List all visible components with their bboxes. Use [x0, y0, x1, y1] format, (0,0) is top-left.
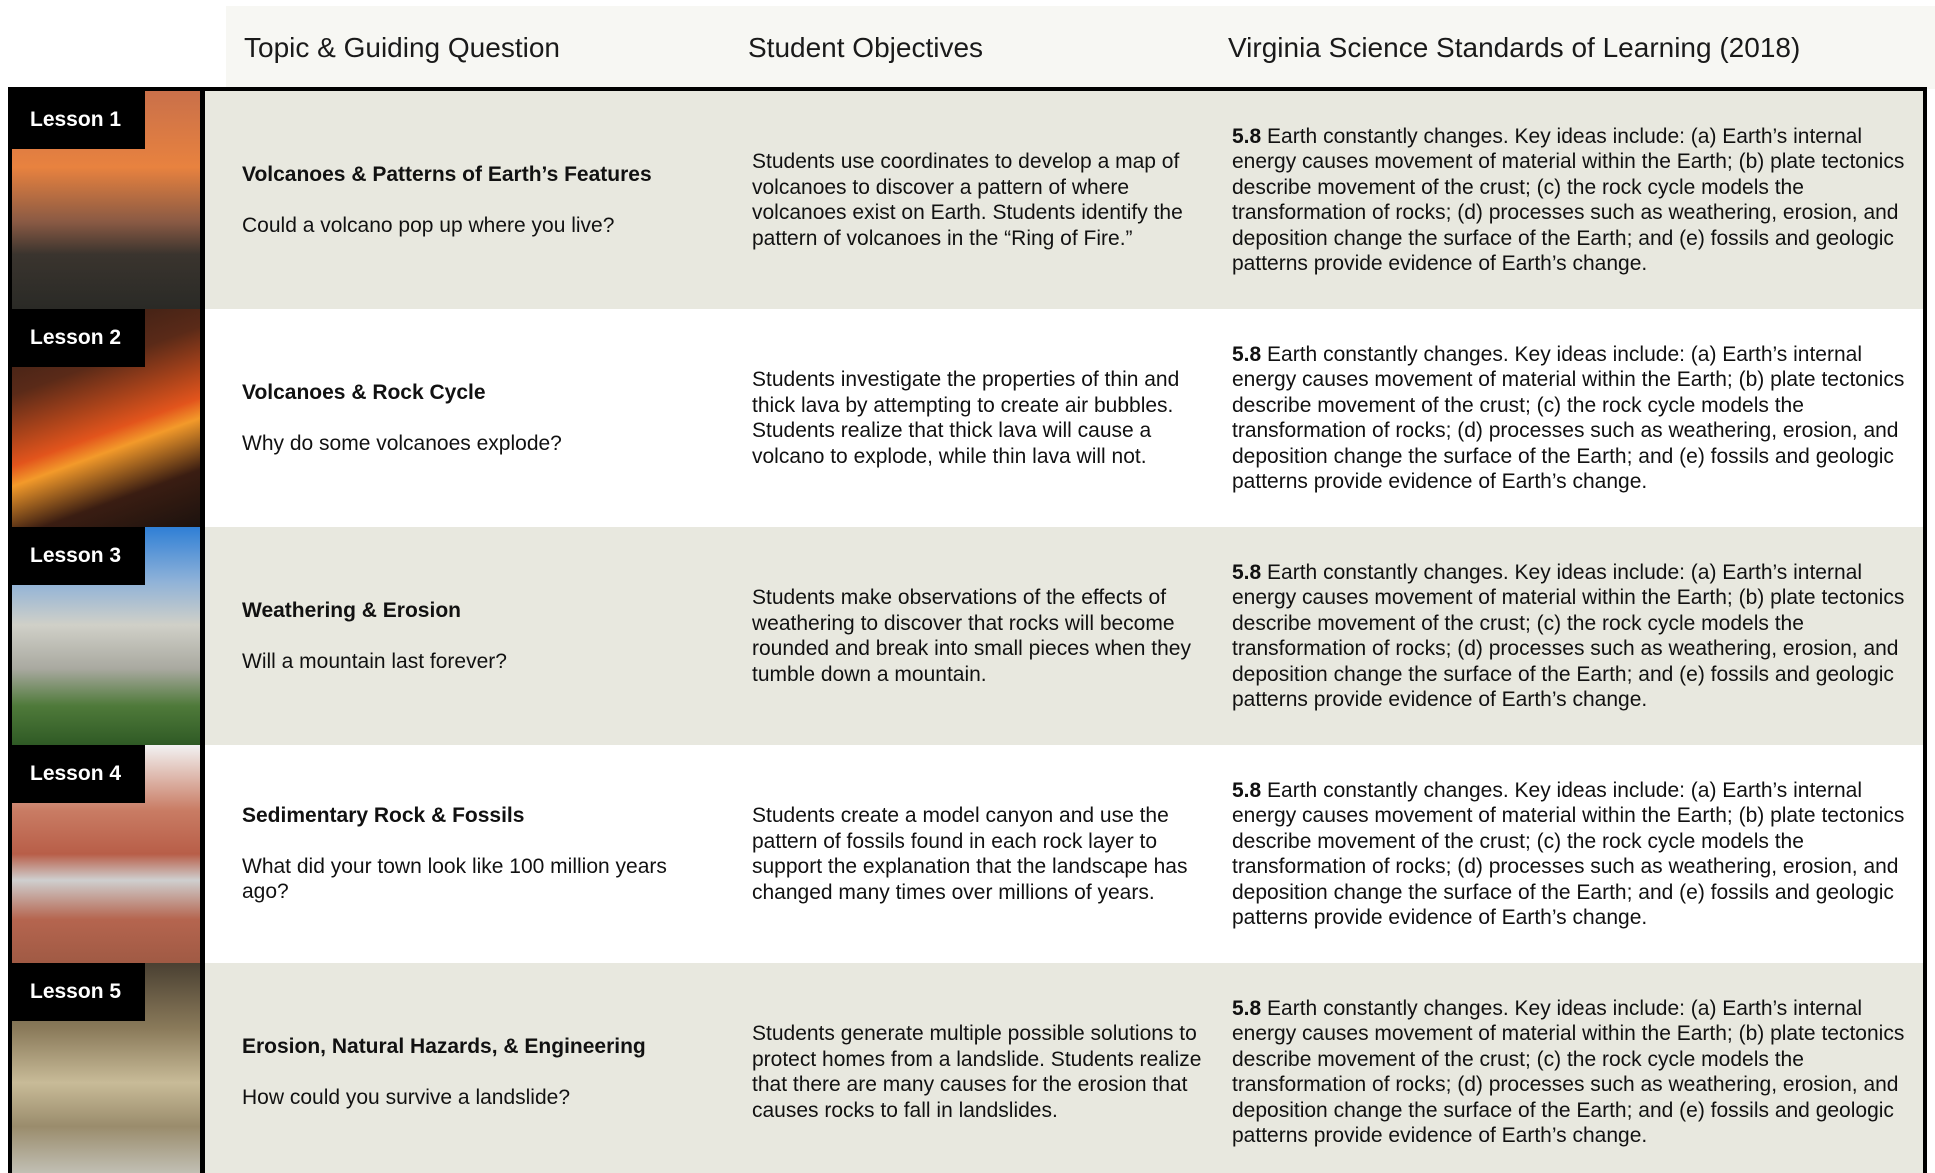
lesson-label: Lesson 5	[12, 963, 145, 1021]
objectives-text: Students generate multiple possible solu…	[752, 1022, 1202, 1122]
standard: 5.8 Earth constantly changes. Key ideas …	[1232, 342, 1922, 495]
standard-code: 5.8	[1232, 996, 1262, 1020]
objectives-cell: Students create a model canyon and use t…	[752, 745, 1207, 963]
lesson-image: Lesson 3	[12, 527, 205, 745]
topic-cell: Erosion, Natural Hazards, & Engineering H…	[242, 963, 712, 1173]
topic-title: Volcanoes & Rock Cycle	[242, 381, 486, 404]
lesson-row: Lesson 3 Weathering & Erosion Will a mount…	[12, 527, 1923, 745]
standards-cell: 5.8 Earth constantly changes. Key ideas …	[1232, 91, 1922, 309]
lesson-row: Lesson 2 Volcanoes & Rock Cycle Why do som…	[12, 309, 1923, 527]
standard: 5.8 Earth constantly changes. Key ideas …	[1232, 124, 1922, 277]
topic-title: Weathering & Erosion	[242, 599, 461, 622]
objectives-text: Students investigate the properties of t…	[752, 368, 1180, 468]
lesson-image: Lesson 2	[12, 309, 205, 527]
lesson-image: Lesson 5	[12, 963, 205, 1173]
guiding-question: Will a mountain last forever?	[242, 649, 507, 673]
topic-title: Volcanoes & Patterns of Earth’s Features	[242, 163, 652, 186]
guiding-question: Could a volcano pop up where you live?	[242, 213, 615, 237]
objectives-text: Students create a model canyon and use t…	[752, 804, 1188, 904]
standard-code: 5.8	[1232, 124, 1262, 148]
standards-cell: 5.8 Earth constantly changes. Key ideas …	[1232, 963, 1922, 1173]
standard: 5.8 Earth constantly changes. Key ideas …	[1232, 778, 1922, 931]
column-header: Virginia Science Standards of Learning (…	[1228, 32, 1801, 63]
lesson-row: Lesson 5 Erosion, Natural Hazards, & Engi…	[12, 963, 1923, 1173]
lesson-label: Lesson 2	[12, 309, 145, 367]
topic-title: Erosion, Natural Hazards, & Engineering	[242, 1035, 646, 1058]
standard: 5.8 Earth constantly changes. Key ideas …	[1232, 560, 1922, 713]
lesson-table: Lesson 1 Volcanoes & Patterns of Earth’s …	[8, 87, 1927, 1173]
column-header: Student Objectives	[748, 32, 984, 63]
objectives-cell: Students use coordinates to develop a ma…	[752, 91, 1207, 309]
topic-title: Sedimentary Rock & Fossils	[242, 804, 525, 828]
column-header: Topic & Guiding Question	[244, 32, 560, 63]
standards-cell: 5.8 Earth constantly changes. Key ideas …	[1232, 527, 1922, 745]
objectives-cell: Students generate multiple possible solu…	[752, 963, 1207, 1173]
objectives-cell: Students investigate the properties of t…	[752, 309, 1207, 527]
lesson-image: Lesson 1	[12, 91, 205, 309]
guiding-question: Why do some volcanoes explode?	[242, 431, 562, 455]
guiding-question: What did your town look like 100 million…	[242, 854, 667, 904]
topic-cell: Sedimentary Rock & Fossils What did your …	[242, 745, 712, 963]
standard-code: 5.8	[1232, 342, 1262, 366]
standard-text: Earth constantly changes. Key ideas incl…	[1232, 778, 1905, 930]
topic-cell: Volcanoes & Rock Cycle Why do some volcan…	[242, 309, 712, 527]
standard: 5.8 Earth constantly changes. Key ideas …	[1232, 996, 1922, 1149]
standard-text: Earth constantly changes. Key ideas incl…	[1232, 342, 1905, 494]
standard-text: Earth constantly changes. Key ideas incl…	[1232, 124, 1905, 276]
lesson-row: Lesson 4 Sedimentary Rock & Fossils What d…	[12, 745, 1923, 963]
objectives-text: Students use coordinates to develop a ma…	[752, 150, 1183, 250]
table-header: Topic & Guiding Question Student Objecti…	[226, 6, 1935, 89]
lesson-label: Lesson 1	[12, 91, 145, 149]
standard-code: 5.8	[1232, 778, 1262, 802]
objectives-cell: Students make observations of the effect…	[752, 527, 1207, 745]
topic-cell: Weathering & Erosion Will a mountain last…	[242, 527, 712, 745]
standard-text: Earth constantly changes. Key ideas incl…	[1232, 996, 1905, 1148]
guiding-question: How could you survive a landslide?	[242, 1085, 571, 1109]
lesson-label: Lesson 4	[12, 745, 145, 803]
lesson-row: Lesson 1 Volcanoes & Patterns of Earth’s …	[12, 91, 1923, 309]
standard-code: 5.8	[1232, 560, 1262, 584]
lesson-label: Lesson 3	[12, 527, 145, 585]
standard-text: Earth constantly changes. Key ideas incl…	[1232, 560, 1905, 712]
standards-cell: 5.8 Earth constantly changes. Key ideas …	[1232, 745, 1922, 963]
topic-cell: Volcanoes & Patterns of Earth’s Features…	[242, 91, 712, 309]
objectives-text: Students make observations of the effect…	[752, 586, 1191, 686]
standards-cell: 5.8 Earth constantly changes. Key ideas …	[1232, 309, 1922, 527]
lesson-image: Lesson 4	[12, 745, 205, 963]
